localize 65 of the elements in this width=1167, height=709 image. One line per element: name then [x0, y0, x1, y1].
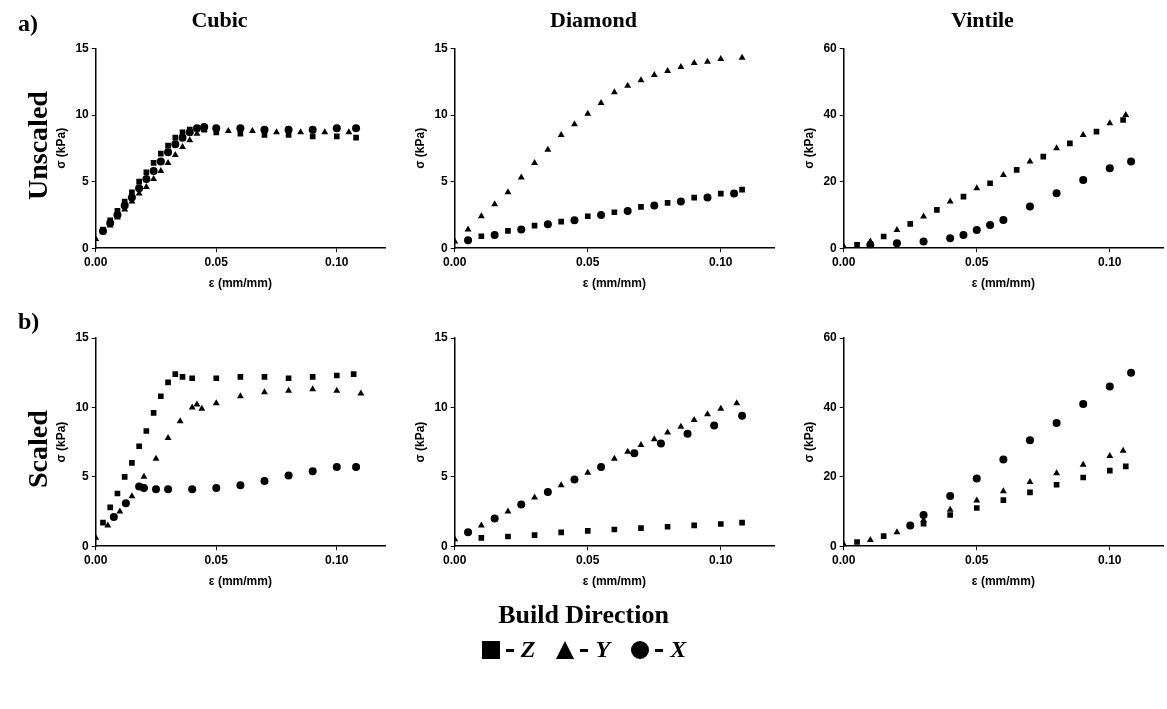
y-axis-title: σ (kPa) [53, 421, 68, 463]
text: b) [18, 308, 40, 335]
y-axis-title: σ (kPa) [801, 127, 816, 169]
y-tick-label: 0 [830, 538, 838, 553]
y-tick-label: 0 [830, 240, 838, 255]
y-tick-label: 15 [434, 330, 449, 345]
legend-title: Build Direction [497, 600, 670, 630]
x-tick-label: 0.10 [709, 254, 733, 269]
x-tick-label: 0.00 [84, 552, 108, 567]
x-tick-label: 0.05 [965, 254, 989, 269]
x-tick-label: 0.05 [576, 552, 600, 567]
x-axis-title: ε (mm/mm) [208, 276, 272, 291]
y-tick-label: 40 [823, 107, 838, 122]
y-tick-label: 5 [441, 173, 449, 188]
legend-label: Y [575, 636, 611, 663]
x-axis-title: ε (mm/mm) [582, 276, 646, 291]
y-tick-label: 10 [75, 399, 90, 414]
x-axis-title: ε (mm/mm) [582, 574, 646, 589]
y-axis-title: σ (kPa) [801, 421, 816, 463]
y-tick-label: 5 [82, 469, 90, 484]
x-tick-label: 0.10 [325, 552, 349, 567]
x-tick-label: 0.10 [1098, 552, 1122, 567]
y-tick-label: 40 [823, 399, 838, 414]
text: a) [18, 10, 38, 37]
y-tick-label: 60 [823, 40, 838, 55]
chart-title: Vintile [951, 6, 1015, 32]
y-tick-label: 10 [75, 107, 90, 122]
y-axis-title: σ (kPa) [412, 127, 427, 169]
y-tick-label: 15 [75, 40, 90, 55]
x-axis-title: ε (mm/mm) [208, 574, 272, 589]
x-tick-label: 0.05 [965, 552, 989, 567]
text: Unscaled [22, 91, 54, 200]
x-tick-label: 0.00 [832, 552, 856, 567]
y-tick-label: 15 [434, 40, 449, 55]
y-tick-label: 60 [823, 330, 838, 345]
x-tick-label: 0.00 [443, 254, 467, 269]
chart-title: Cubic [191, 6, 248, 32]
y-tick-label: 0 [82, 538, 90, 553]
y-axis-title: σ (kPa) [412, 421, 427, 463]
x-tick-label: 0.05 [204, 552, 229, 567]
y-tick-label: 20 [823, 469, 838, 484]
x-tick-label: 0.10 [709, 552, 733, 567]
x-tick-label: 0.00 [832, 254, 856, 269]
y-tick-label: 10 [434, 107, 449, 122]
x-axis-title: ε (mm/mm) [971, 276, 1035, 291]
x-tick-label: 0.05 [204, 254, 229, 269]
chart-title: Diamond [550, 6, 637, 32]
y-tick-label: 15 [75, 330, 90, 345]
x-tick-label: 0.05 [576, 254, 600, 269]
x-axis-title: ε (mm/mm) [971, 574, 1035, 589]
y-tick-label: 0 [82, 240, 90, 255]
x-tick-label: 0.10 [325, 254, 349, 269]
x-tick-label: 0.00 [443, 552, 467, 567]
x-tick-label: 0.00 [84, 254, 108, 269]
y-tick-label: 20 [823, 173, 838, 188]
y-tick-label: 10 [434, 399, 449, 414]
legend-label: Z [500, 636, 536, 663]
y-axis-title: σ (kPa) [53, 127, 68, 169]
y-tick-label: 0 [441, 240, 449, 255]
x-tick-label: 0.10 [1098, 254, 1122, 269]
y-tick-label: 0 [441, 538, 449, 553]
y-tick-label: 5 [441, 469, 449, 484]
text: Scaled [22, 410, 54, 488]
legend-label: X [650, 636, 687, 663]
y-tick-label: 5 [82, 173, 90, 188]
